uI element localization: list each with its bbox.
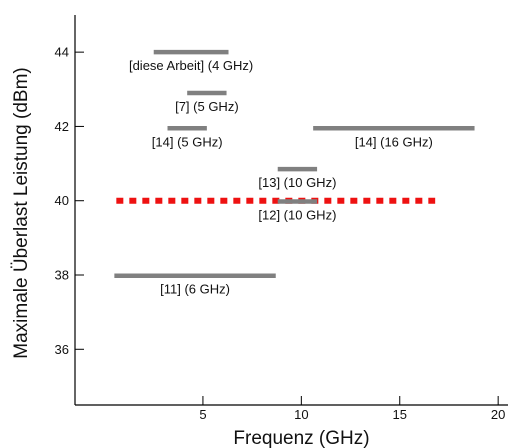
plot-area: [diese Arbeit] (4 GHz) [7] (5 GHz) [14] (5… [114, 49, 475, 297]
y-axis-title: Maximale Überlast Leistung (dBm) [11, 67, 32, 358]
range-bar-label: [11] (6 GHz) [160, 282, 230, 297]
x-tick-label: 15 [393, 407, 407, 422]
range-bar-label: [13] (10 GHz) [258, 175, 336, 190]
x-tick-label: 10 [294, 407, 308, 422]
x-axis-title: Frequenz (GHz) [233, 428, 369, 448]
y-tick-label: 36 [55, 342, 69, 357]
range-bar-label: [12] (10 GHz) [258, 207, 336, 222]
y-tick-label: 42 [55, 119, 69, 134]
range-bar-label: [7] (5 GHz) [175, 99, 239, 114]
x-tick-label: 20 [491, 407, 505, 422]
tick-group: 36 38 40 42 44 5 10 15 20 [55, 45, 506, 422]
x-tick-label: 5 [199, 407, 206, 422]
y-tick-label: 40 [55, 193, 69, 208]
range-bar-label: [diese Arbeit] (4 GHz) [129, 58, 253, 73]
y-tick-label: 44 [55, 45, 69, 60]
axes [74, 15, 508, 406]
range-bar-label: [14] (16 GHz) [355, 134, 433, 149]
range-bar-label: [14] (5 GHz) [152, 134, 223, 149]
y-tick-label: 38 [55, 268, 69, 283]
